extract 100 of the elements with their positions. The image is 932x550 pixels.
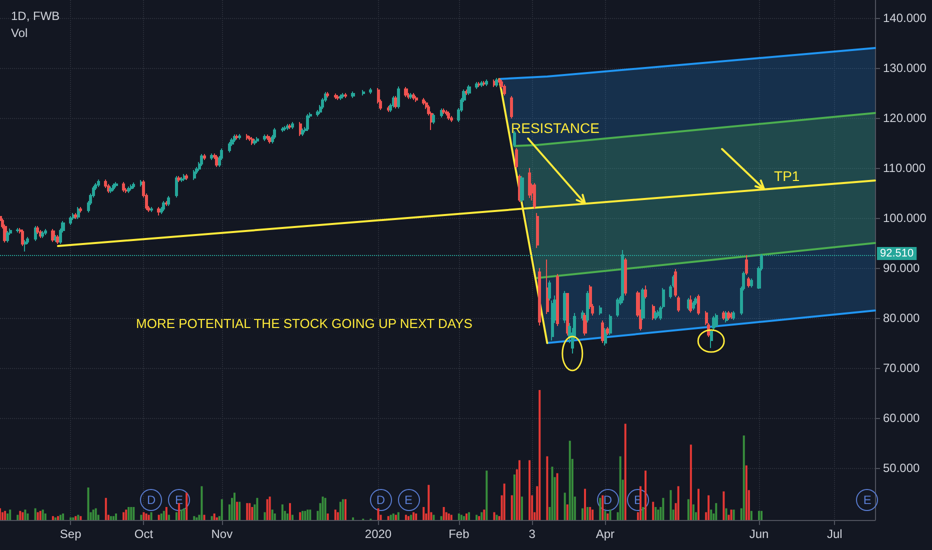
candlestick [256, 136, 259, 144]
bar [322, 496, 324, 520]
bar [609, 510, 612, 520]
candlestick [44, 228, 47, 236]
bar [510, 495, 513, 520]
bar [742, 436, 745, 520]
bar [72, 517, 74, 520]
bar [677, 486, 680, 520]
bar [213, 514, 216, 520]
bar [654, 507, 657, 520]
bar [288, 503, 291, 520]
candlestick [21, 229, 24, 246]
bar [36, 512, 39, 520]
candlestick [369, 88, 372, 94]
annotation: MORE POTENTIAL THE STOCK GOING UP NEXT DAYS [136, 316, 472, 332]
bar [566, 504, 568, 520]
bar [220, 499, 223, 520]
candlestick [548, 280, 551, 301]
bar [478, 516, 480, 520]
bar [415, 514, 418, 520]
bar [281, 504, 284, 520]
bar [697, 488, 700, 520]
candlestick [299, 122, 302, 136]
candlestick [677, 296, 680, 312]
bar [19, 510, 22, 520]
candlestick [248, 136, 251, 142]
candlestick [162, 200, 165, 212]
bar [266, 499, 268, 520]
bar [692, 504, 694, 520]
bar [87, 488, 90, 520]
candlestick [606, 326, 609, 336]
bar [122, 512, 125, 520]
candlestick [674, 268, 677, 298]
candlestick [432, 113, 435, 124]
bar [150, 512, 152, 520]
bar [708, 495, 710, 520]
bar [722, 491, 725, 520]
bar [584, 488, 586, 520]
bar [62, 514, 64, 520]
bar [203, 514, 206, 520]
bar [503, 484, 506, 520]
bar [412, 512, 415, 520]
bar [4, 510, 6, 520]
bar [760, 510, 763, 520]
bar [710, 510, 712, 520]
candlestick [157, 206, 160, 216]
candlestick [263, 134, 266, 142]
candlestick [409, 92, 413, 100]
candlestick [180, 176, 183, 182]
candlestick [727, 310, 730, 320]
candlestick [465, 89, 468, 96]
bar [2, 512, 4, 520]
candlestick [732, 310, 735, 320]
bar [42, 510, 44, 520]
x-tick-label: 3 [528, 527, 536, 541]
candlestick [692, 300, 695, 310]
bar [624, 424, 626, 520]
bar [344, 499, 346, 520]
bar [158, 514, 160, 520]
bar [480, 512, 483, 520]
candlestick [288, 124, 292, 130]
bar [216, 517, 218, 520]
candlestick [641, 288, 645, 320]
chart-title: Vol [11, 26, 28, 40]
bar [180, 510, 183, 520]
ref-line-label: 92.510 [880, 247, 914, 260]
candlestick [339, 94, 342, 100]
bar [110, 516, 112, 520]
candlestick [183, 174, 186, 182]
bar [460, 514, 462, 520]
candlestick [510, 96, 513, 119]
bar [104, 498, 107, 520]
bar [422, 507, 425, 520]
candlestick [546, 259, 549, 314]
circle-badge: E [398, 489, 420, 511]
candlestick [601, 320, 604, 344]
candlestick [528, 168, 531, 198]
candlestick [228, 142, 231, 153]
candlestick [107, 184, 110, 194]
bar [168, 514, 170, 520]
candlestick [286, 124, 289, 130]
candlestick [498, 78, 501, 84]
candlestick [130, 184, 133, 191]
candlestick [233, 134, 236, 142]
candlestick [520, 176, 524, 202]
bar [730, 510, 732, 520]
bar [758, 510, 760, 520]
candlestick [710, 329, 713, 348]
bar [236, 502, 238, 520]
candlestick [235, 134, 239, 140]
bar [476, 514, 478, 520]
candlestick [301, 128, 304, 136]
bar [130, 507, 132, 520]
y-tick-label: 110.000 [883, 161, 926, 175]
bar [336, 512, 339, 520]
candlestick [563, 290, 566, 324]
candlestick [503, 84, 506, 96]
bar [662, 498, 664, 520]
candlestick [750, 278, 753, 288]
bar [16, 514, 19, 520]
